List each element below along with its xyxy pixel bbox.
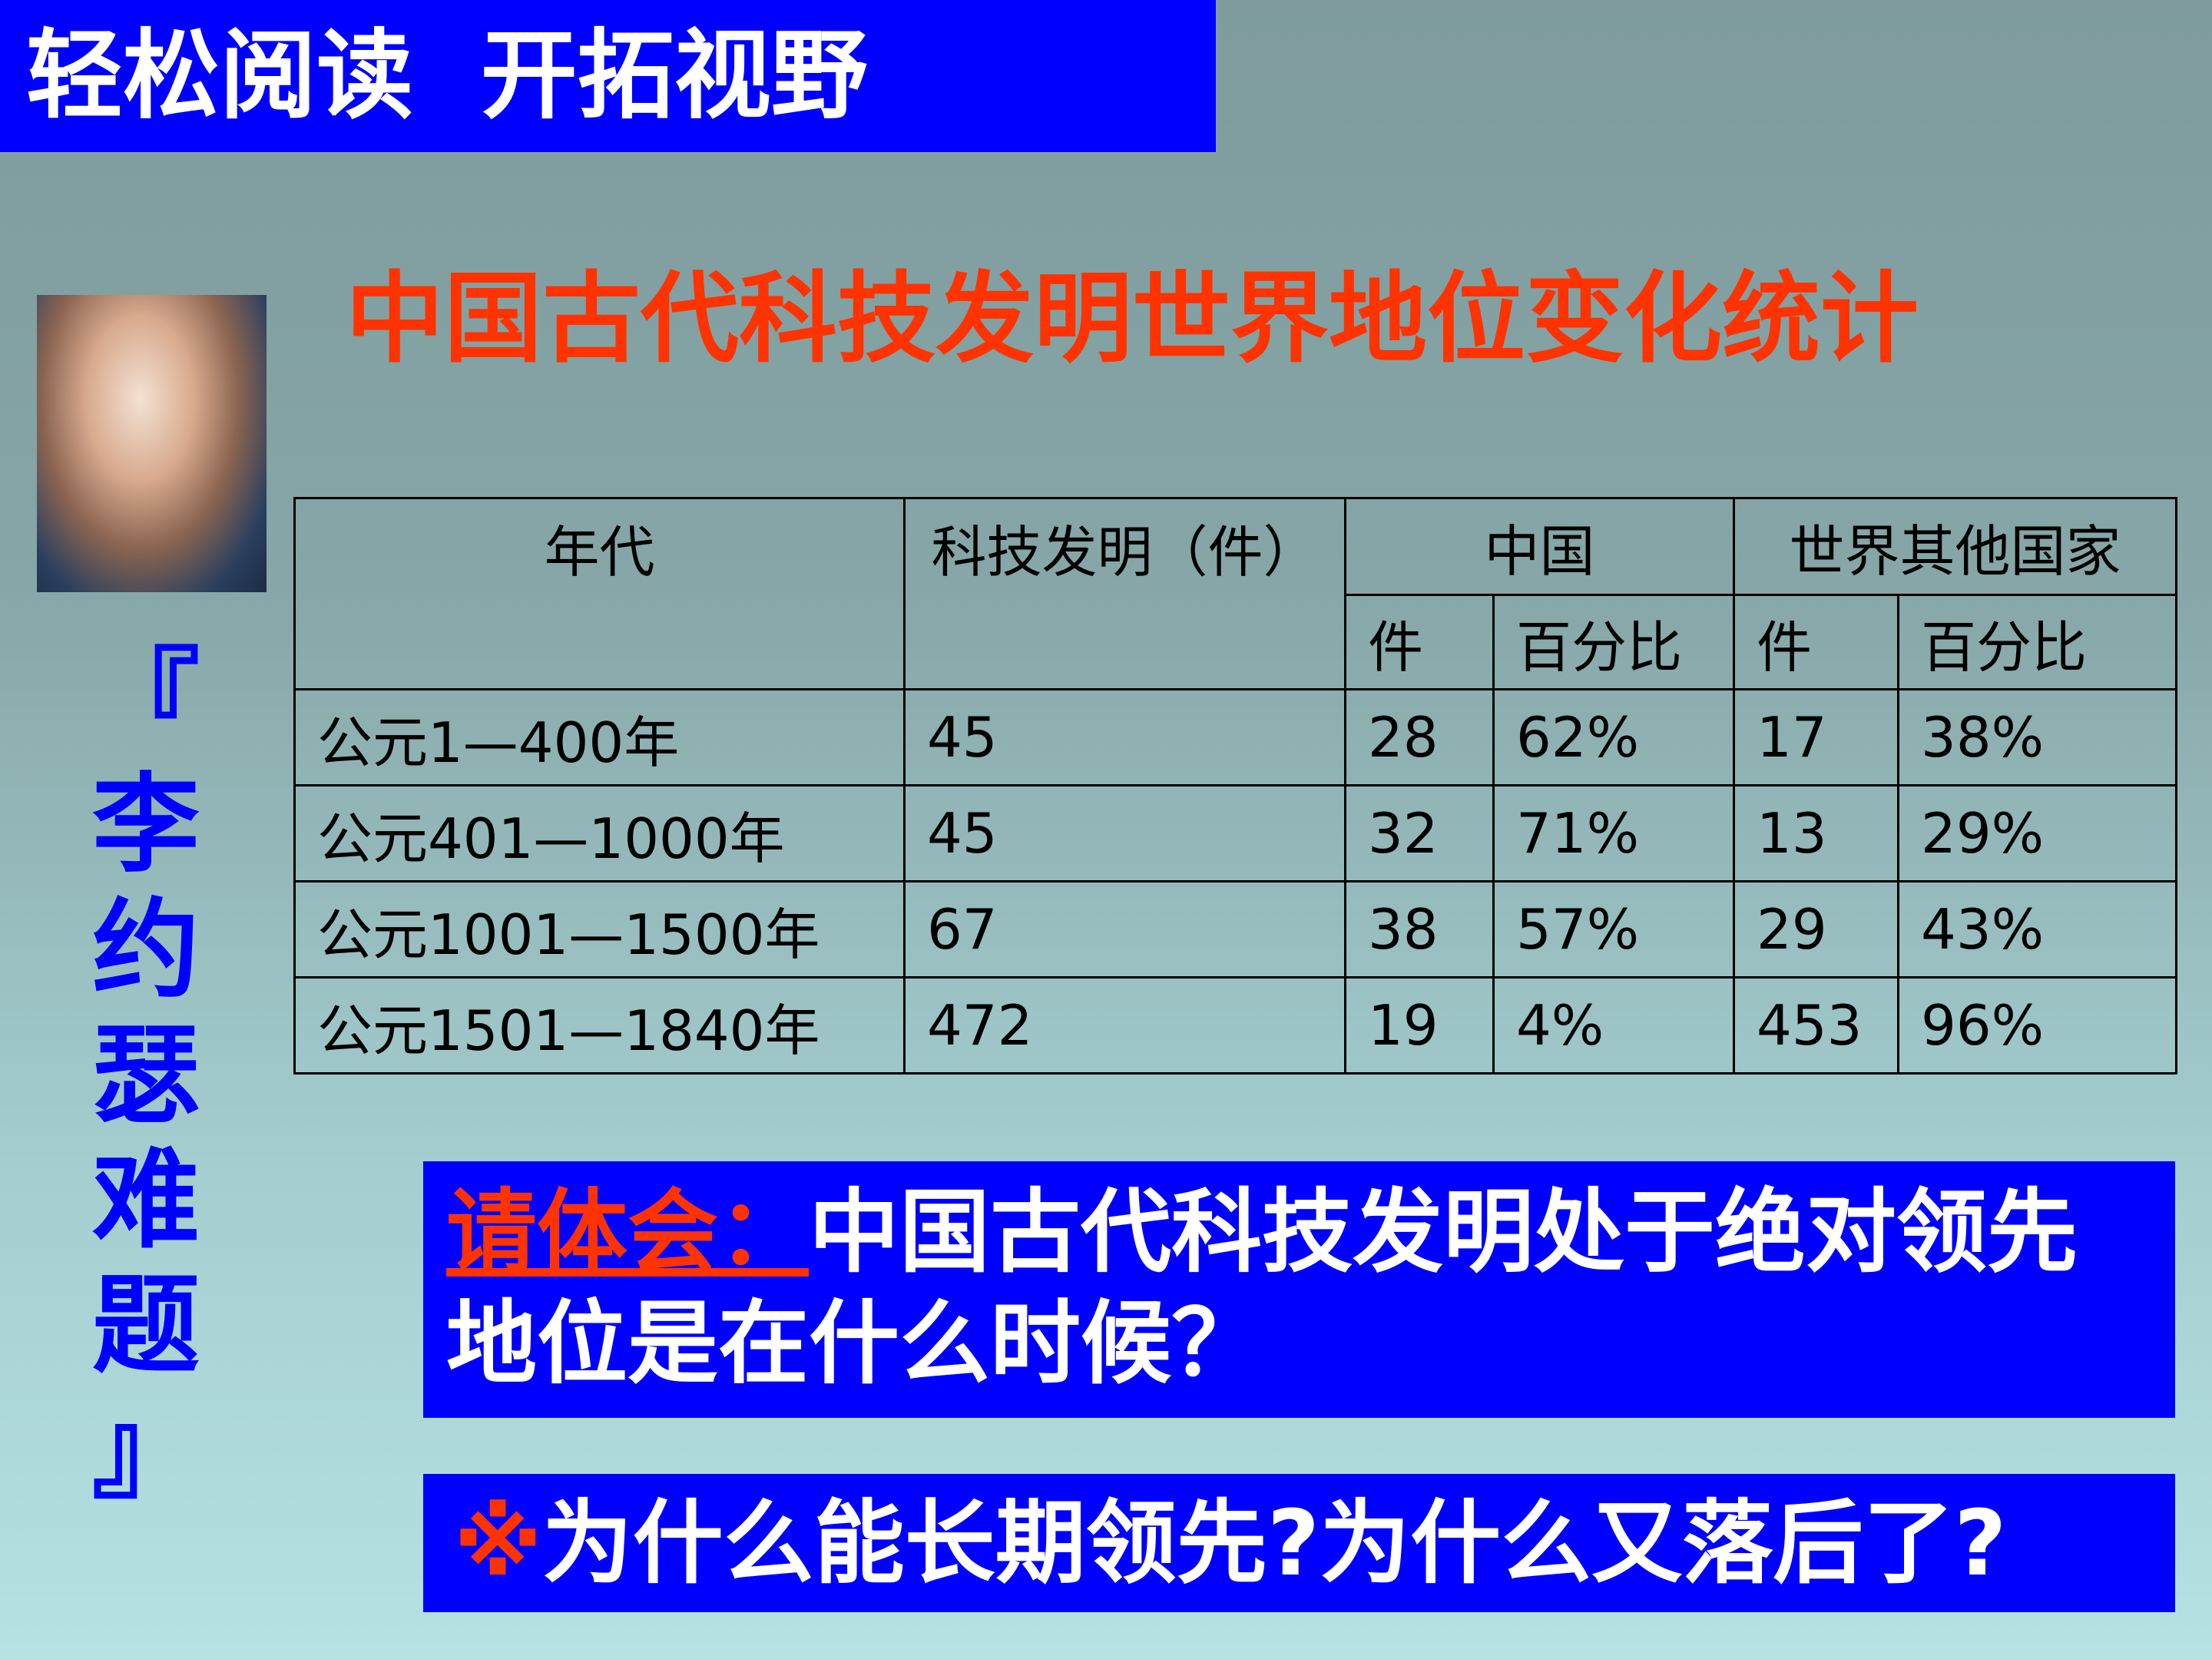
header-inventions: 科技发明（件） <box>903 497 1346 690</box>
table-cell: 38 <box>1344 880 1495 979</box>
table-row: 公元401—1000年 45 32 71% 13 29% <box>293 784 2178 882</box>
table-cell: 57% <box>1492 880 1736 979</box>
statistics-table: 年代 科技发明（件） 中国 世界其他国家 件 百分比 件 百分比 公元1—400… <box>293 497 2178 1075</box>
table-cell: 45 <box>903 784 1346 882</box>
table-cell: 19 <box>1344 976 1495 1075</box>
slide-title: 中国古代科技发明世界地位变化统计 <box>346 261 1919 376</box>
table-cell: 4% <box>1492 976 1736 1075</box>
question-label: 请体会： <box>446 1179 810 1285</box>
table-cell: 29 <box>1733 880 1900 979</box>
reference-mark-icon: ※ <box>454 1490 542 1596</box>
table-cell: 472 <box>903 976 1346 1075</box>
table-cell: 71% <box>1492 784 1736 882</box>
table-cell: 453 <box>1733 976 1900 1075</box>
header-china: 中国 <box>1343 497 1736 596</box>
table-cell: 17 <box>1733 688 1900 786</box>
table-cell: 13 <box>1733 784 1900 882</box>
header-world: 世界其他国家 <box>1733 497 2178 596</box>
section-header: 轻松阅读 开拓视野 <box>0 0 1216 152</box>
header-world-count: 件 <box>1733 594 1900 690</box>
table-cell: 32 <box>1344 784 1495 882</box>
question-box-1: 请体会：中国古代科技发明处于绝对领先地位是在什么时候？ <box>423 1161 2175 1418</box>
question-text-2: 为什么能长期领先?为什么又落后了? <box>541 1490 2007 1596</box>
table-cell: 43% <box>1897 880 2178 979</box>
header-world-percent: 百分比 <box>1897 594 2178 690</box>
table-row: 公元1—400年 45 28 62% 17 38% <box>293 688 2178 786</box>
table-cell: 公元1501—1840年 <box>293 976 906 1075</box>
table-row: 公元1501—1840年 472 19 4% 453 96% <box>293 976 2178 1075</box>
table-cell: 96% <box>1897 976 2178 1075</box>
question-text: 中国古代科技发明处于绝对领先地位是在什么时候？ <box>446 1179 2078 1396</box>
table-cell: 67 <box>903 880 1346 979</box>
side-label-text: 『李约瑟难题』 <box>91 637 200 1514</box>
table-cell: 38% <box>1897 688 2178 786</box>
header-china-percent: 百分比 <box>1492 594 1736 690</box>
table-row: 公元1001—1500年 67 38 57% 29 43% <box>293 880 2178 979</box>
table-cell: 公元1—400年 <box>293 688 906 786</box>
header-era: 年代 <box>293 497 906 690</box>
table-cell: 45 <box>903 688 1346 786</box>
question-box-2: ※为什么能长期领先?为什么又落后了? <box>423 1474 2175 1612</box>
table-cell: 公元401—1000年 <box>293 784 906 882</box>
header-china-count: 件 <box>1344 594 1495 690</box>
table-cell: 62% <box>1492 688 1736 786</box>
side-label: 『李约瑟难题』 <box>61 637 230 1514</box>
table-cell: 公元1001—1500年 <box>293 880 906 979</box>
table-cell: 28 <box>1344 688 1495 786</box>
table-cell: 29% <box>1897 784 2178 882</box>
portrait-photo <box>37 295 267 592</box>
